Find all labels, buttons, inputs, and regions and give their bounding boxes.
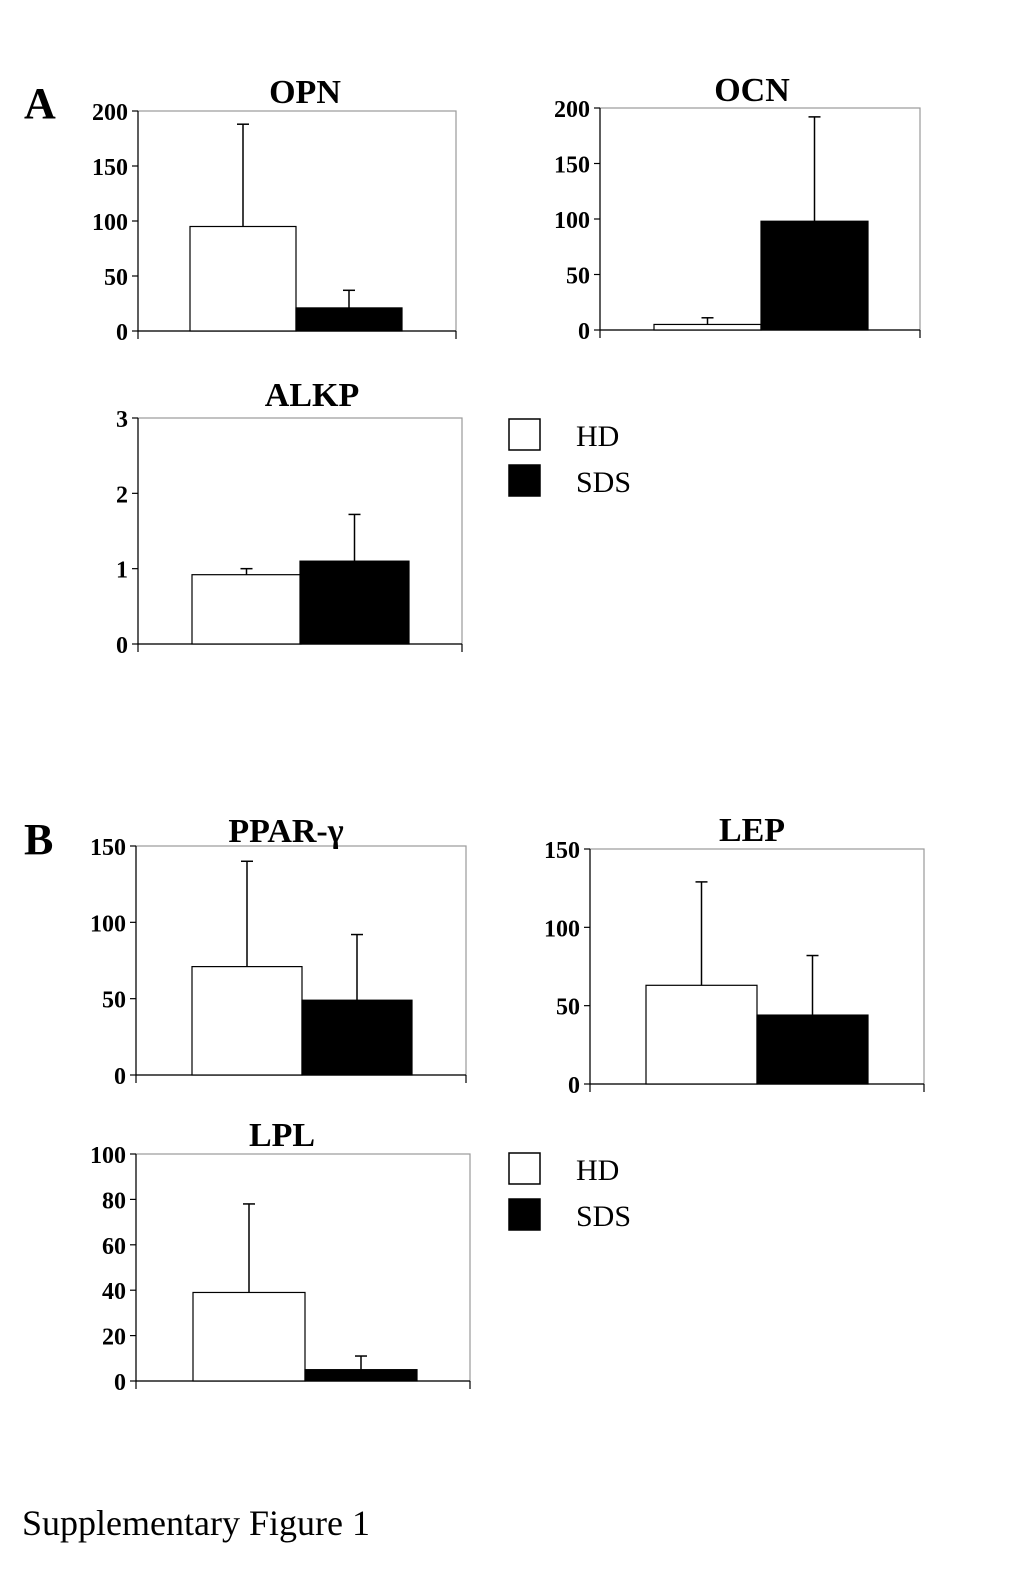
legend-label-sds: SDS — [576, 466, 631, 499]
y-tick-label: 20 — [102, 1325, 126, 1351]
charts-group: 050100150200OPN050100150200OCN0123ALKP05… — [90, 72, 925, 1396]
bar-sds — [756, 1014, 869, 1085]
bar-hd — [653, 323, 762, 331]
y-tick-label: 0 — [568, 1073, 580, 1099]
y-tick-label: 0 — [114, 1064, 126, 1090]
y-tick-label: 0 — [114, 1370, 126, 1396]
legend-label-sds: SDS — [576, 1200, 631, 1233]
legend-swatch-hd — [508, 1152, 541, 1185]
y-tick-label: 1 — [116, 558, 128, 584]
legend-label-hd: HD — [576, 1154, 619, 1187]
y-tick-label: 200 — [92, 100, 128, 126]
y-tick-label: 80 — [102, 1188, 126, 1214]
y-tick-label: 100 — [90, 911, 126, 937]
y-tick-label: 150 — [90, 835, 126, 861]
y-tick-label: 40 — [102, 1279, 126, 1305]
y-tick-label: 50 — [566, 264, 590, 290]
bar-sds — [301, 999, 413, 1076]
chart-opn: 0 50 100 150 200 OPN — [92, 74, 457, 346]
panel-letter-b: B — [24, 815, 53, 864]
chart-alkp: 0 1 2 3 ALKP — [116, 377, 463, 659]
chart-title: PPAR-γ — [228, 813, 343, 850]
legend-swatch-hd — [508, 418, 541, 451]
bar-sds — [760, 220, 869, 331]
chart-title: LPL — [249, 1117, 315, 1154]
plot-area — [137, 110, 457, 332]
y-tick-label: 150 — [92, 155, 128, 181]
legend-swatch-sds — [508, 464, 541, 497]
y-tick-label: 50 — [556, 995, 580, 1021]
y-tick-label: 200 — [554, 97, 590, 123]
figure-caption: Supplementary Figure 1 — [22, 1503, 370, 1543]
legend-label-hd: HD — [576, 420, 619, 453]
y-tick-label: 3 — [116, 407, 128, 433]
y-tick-label: 50 — [102, 988, 126, 1014]
bar-sds — [299, 560, 410, 645]
chart-lep: 0 50 100 150 LEP — [544, 812, 925, 1099]
y-tick-label: 150 — [554, 153, 590, 179]
y-tick-label: 2 — [116, 482, 128, 508]
bar-hd — [645, 984, 758, 1085]
chart-title: LEP — [719, 812, 785, 849]
y-tick-label: 150 — [544, 838, 580, 864]
chart-title: OCN — [714, 72, 790, 109]
panel-letter-a: A — [24, 79, 56, 128]
legend-b: HD SDS — [508, 1152, 631, 1233]
bar-sds — [304, 1369, 418, 1382]
y-tick-label: 50 — [104, 265, 128, 291]
legend-swatch-sds — [508, 1198, 541, 1231]
y-tick-label: 100 — [90, 1143, 126, 1169]
y-tick-label: 0 — [578, 319, 590, 345]
bar-hd — [191, 574, 302, 645]
chart-title: OPN — [269, 74, 341, 111]
bar-hd — [189, 225, 297, 332]
bar-hd — [192, 1291, 306, 1382]
y-tick-label: 0 — [116, 320, 128, 346]
y-tick-label: 0 — [116, 633, 128, 659]
chart-ppar: 0 50 100 150 PPAR-γ — [90, 813, 467, 1090]
y-tick-label: 100 — [554, 208, 590, 234]
chart-ocn: 0 50 100 150 200 OCN — [554, 72, 921, 345]
y-tick-label: 100 — [92, 210, 128, 236]
bar-hd — [191, 966, 303, 1076]
plot-area — [599, 107, 921, 331]
bar-sds — [295, 307, 403, 332]
legend-a: HD SDS — [508, 418, 631, 499]
y-tick-label: 100 — [544, 916, 580, 942]
chart-lpl: 0 20 40 60 80 100 LPL — [90, 1117, 471, 1396]
chart-title: ALKP — [265, 377, 359, 414]
y-tick-label: 60 — [102, 1234, 126, 1260]
